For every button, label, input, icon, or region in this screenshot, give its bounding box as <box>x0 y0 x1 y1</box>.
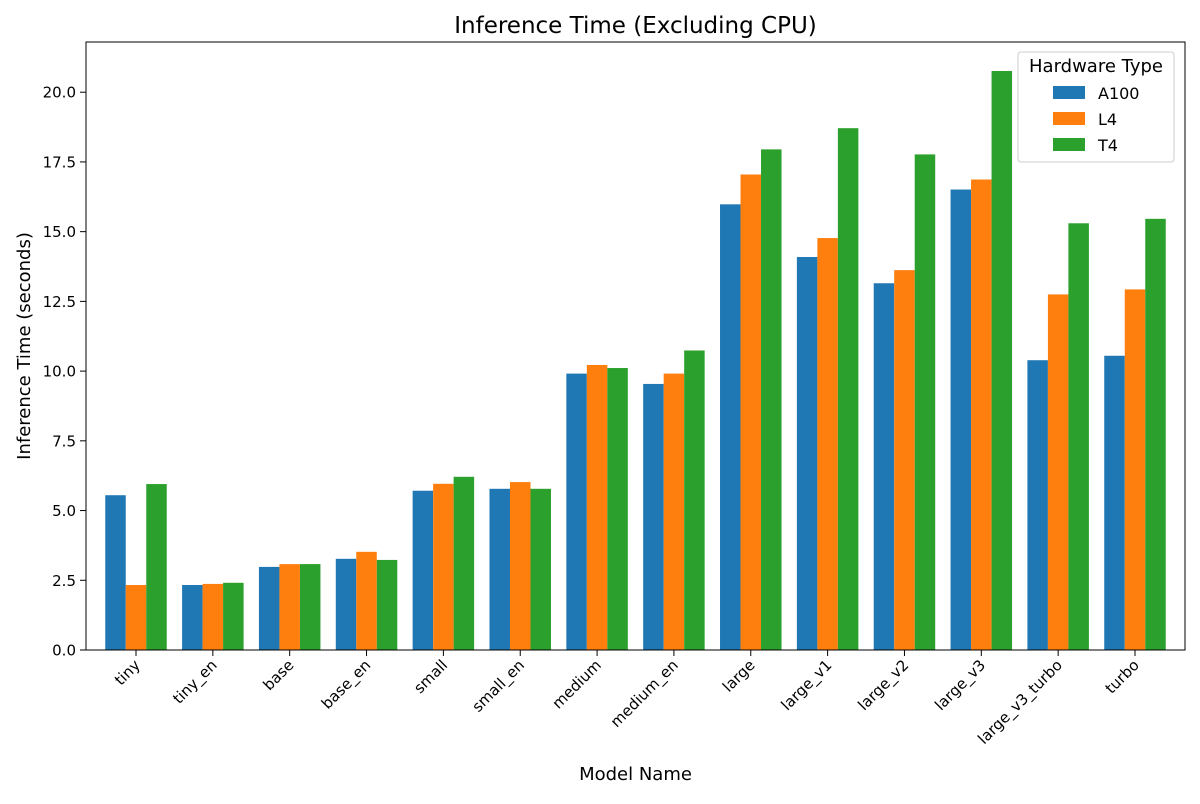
bar-a100-large-v1 <box>796 257 818 650</box>
y-tick-label: 7.5 <box>52 432 76 450</box>
y-tick-label: 15.0 <box>43 223 76 241</box>
bar-a100-small <box>412 490 434 650</box>
bar-t4-small <box>453 476 475 650</box>
bar-l4-base-en <box>356 551 377 650</box>
y-tick-label: 10.0 <box>43 363 76 381</box>
bar-l4-tiny-en <box>202 583 224 650</box>
x-tick-label: base_en <box>318 656 375 713</box>
x-tick-label: large_v3 <box>931 656 990 715</box>
bar-l4-large-v3 <box>971 179 992 650</box>
x-tick-label: medium_en <box>607 656 683 732</box>
x-tick-label: small_en <box>469 656 529 716</box>
bar-t4-large-v3 <box>991 71 1013 650</box>
bar-a100-large-v3 <box>950 189 972 651</box>
bar-t4-tiny-en <box>223 582 244 650</box>
x-tick-label: large_v3_turbo <box>974 656 1066 748</box>
bar-a100-base <box>258 566 280 650</box>
y-tick-label: 12.5 <box>43 293 76 311</box>
bar-t4-large-v1 <box>837 128 859 650</box>
bar-t4-turbo <box>1145 218 1166 650</box>
plot-frame <box>85 41 1186 651</box>
bar-l4-large-v2 <box>894 270 915 650</box>
x-tick-label: base <box>260 656 298 694</box>
legend-swatch-t4 <box>1053 138 1085 151</box>
legend-swatch-a100 <box>1053 86 1085 99</box>
x-tick-label: large_v2 <box>854 656 913 715</box>
x-tick-label: tiny <box>111 656 144 689</box>
bars-layer <box>105 71 1166 651</box>
bar-t4-large-v2 <box>914 154 936 650</box>
bar-t4-medium <box>607 368 628 650</box>
y-tick-label: 17.5 <box>43 153 76 171</box>
bar-l4-large-v3-turbo <box>1047 294 1069 650</box>
bar-t4-tiny <box>146 484 167 650</box>
legend: Hardware Type A100 L4 T4 <box>1017 51 1175 163</box>
chart-title: Inference Time (Excluding CPU) <box>454 13 817 39</box>
y-axis-label: Inference Time (seconds) <box>14 232 35 460</box>
legend-label-l4: L4 <box>1098 110 1117 129</box>
bar-l4-medium <box>586 364 608 650</box>
bar-a100-small-en <box>489 488 510 650</box>
bar-t4-base <box>299 564 321 650</box>
x-tick-label: tiny_en <box>169 656 221 708</box>
bar-a100-medium <box>566 373 587 650</box>
y-tick-label: 2.5 <box>52 572 76 590</box>
bar-l4-small-en <box>509 482 531 650</box>
bar-t4-large <box>761 149 782 650</box>
y-tick-label: 20.0 <box>43 84 76 102</box>
legend-label-t4: T4 <box>1097 136 1118 155</box>
y-tick-label: 0.0 <box>52 642 76 660</box>
bar-a100-large <box>720 204 741 650</box>
bar-a100-tiny <box>105 495 126 650</box>
y-axis-ticks: 0.0 2.5 5.0 7.5 10.0 12.5 15.0 17.5 20.0 <box>43 84 86 660</box>
bar-a100-base-en <box>335 558 357 650</box>
bar-l4-medium-en <box>663 373 685 650</box>
legend-label-a100: A100 <box>1098 84 1139 103</box>
bar-a100-large-v3-turbo <box>1027 360 1048 650</box>
legend-items: A100 L4 T4 <box>1053 84 1139 155</box>
legend-title: Hardware Type <box>1029 56 1163 77</box>
bar-a100-medium-en <box>643 383 664 650</box>
x-tick-label: small <box>410 656 451 697</box>
x-tick-label: medium <box>549 656 605 712</box>
y-tick-label: 5.0 <box>52 502 76 520</box>
bar-t4-small-en <box>530 488 551 650</box>
bar-l4-base <box>279 564 300 650</box>
x-axis-ticks: tiny tiny_en base base_en small small_en mediu… <box>111 650 1143 749</box>
bar-a100-large-v2 <box>873 283 895 650</box>
x-tick-label: turbo <box>1102 656 1143 697</box>
legend-swatch-l4 <box>1053 112 1085 125</box>
x-tick-label: large_v1 <box>778 656 837 715</box>
bar-l4-turbo <box>1124 289 1146 650</box>
x-axis-label: Model Name <box>579 764 692 785</box>
legend-box <box>1017 51 1175 163</box>
bar-l4-large <box>740 174 762 651</box>
x-tick-label: large <box>719 656 759 696</box>
bar-l4-tiny <box>125 585 147 650</box>
bar-a100-tiny-en <box>182 585 203 650</box>
bar-t4-medium-en <box>684 350 705 650</box>
bar-t4-large-v3-turbo <box>1068 223 1089 650</box>
bar-a100-turbo <box>1104 355 1125 650</box>
bar-t4-base-en <box>376 559 398 650</box>
bar-l4-large-v1 <box>817 238 838 650</box>
bar-l4-small <box>433 483 454 650</box>
